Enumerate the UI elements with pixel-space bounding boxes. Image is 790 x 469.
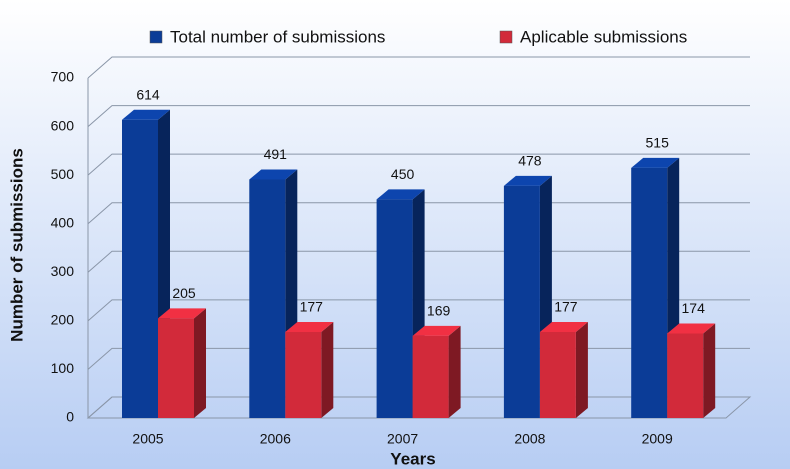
bar-top bbox=[249, 169, 298, 180]
bar-front bbox=[412, 335, 449, 418]
data-label: 169 bbox=[427, 303, 451, 319]
bar-front bbox=[122, 119, 158, 419]
bar-front bbox=[667, 333, 704, 418]
y-tick-label: 200 bbox=[51, 312, 75, 328]
bar bbox=[376, 189, 425, 418]
bar bbox=[158, 308, 206, 418]
bar-front bbox=[539, 332, 576, 418]
bar-side bbox=[321, 322, 334, 418]
bar-top bbox=[376, 189, 425, 200]
x-axis-title: Years bbox=[390, 449, 435, 468]
data-label: 177 bbox=[554, 299, 578, 315]
bar-front bbox=[249, 179, 286, 418]
data-label: 478 bbox=[518, 153, 542, 169]
y-tick-label: 300 bbox=[51, 263, 75, 279]
y-tick-label: 0 bbox=[66, 409, 74, 425]
x-tick-label: 2005 bbox=[132, 431, 163, 447]
bar-front bbox=[376, 199, 413, 418]
bar-front bbox=[285, 332, 322, 418]
data-label: 205 bbox=[172, 285, 196, 301]
data-label: 515 bbox=[646, 135, 670, 151]
y-tick-label: 700 bbox=[51, 69, 75, 85]
x-tick-label: 2009 bbox=[642, 431, 673, 447]
bar-top bbox=[412, 325, 461, 336]
bar bbox=[412, 325, 461, 418]
bar-front bbox=[503, 185, 540, 418]
bar-side bbox=[194, 308, 206, 418]
bar-top bbox=[539, 322, 588, 333]
y-tick-label: 500 bbox=[51, 166, 75, 182]
data-label: 177 bbox=[300, 299, 324, 315]
legend-swatch bbox=[499, 30, 513, 44]
bar-top bbox=[158, 308, 206, 319]
bar-front bbox=[631, 167, 668, 418]
grid-line bbox=[87, 56, 750, 79]
data-label: 614 bbox=[136, 86, 160, 102]
data-label: 450 bbox=[391, 166, 415, 182]
y-axis-title: Number of submissions bbox=[7, 148, 26, 342]
grid-line bbox=[87, 153, 750, 176]
bar-top bbox=[285, 322, 334, 333]
x-tick-label: 2008 bbox=[514, 431, 545, 447]
bar bbox=[285, 322, 334, 418]
data-label: 491 bbox=[264, 146, 288, 162]
x-tick-label: 2007 bbox=[387, 431, 418, 447]
legend-label: Aplicable submissions bbox=[520, 27, 687, 46]
bar bbox=[539, 322, 588, 418]
bar-side bbox=[575, 322, 588, 418]
x-tick-label: 2006 bbox=[260, 431, 291, 447]
bar bbox=[667, 323, 716, 418]
bar-top bbox=[631, 157, 680, 168]
y-tick-label: 100 bbox=[51, 360, 75, 376]
y-tick-label: 600 bbox=[51, 117, 75, 133]
bar-front bbox=[158, 318, 194, 418]
data-label: 174 bbox=[682, 300, 706, 316]
bar-side bbox=[703, 323, 716, 418]
legend-label: Total number of submissions bbox=[170, 27, 385, 46]
grid-line bbox=[87, 105, 750, 127]
y-tick-label: 400 bbox=[51, 214, 75, 230]
legend-swatch bbox=[149, 30, 163, 44]
bar-side bbox=[448, 325, 461, 418]
bar-top bbox=[503, 175, 552, 186]
bar-top bbox=[667, 323, 716, 334]
bar-top bbox=[122, 109, 170, 120]
